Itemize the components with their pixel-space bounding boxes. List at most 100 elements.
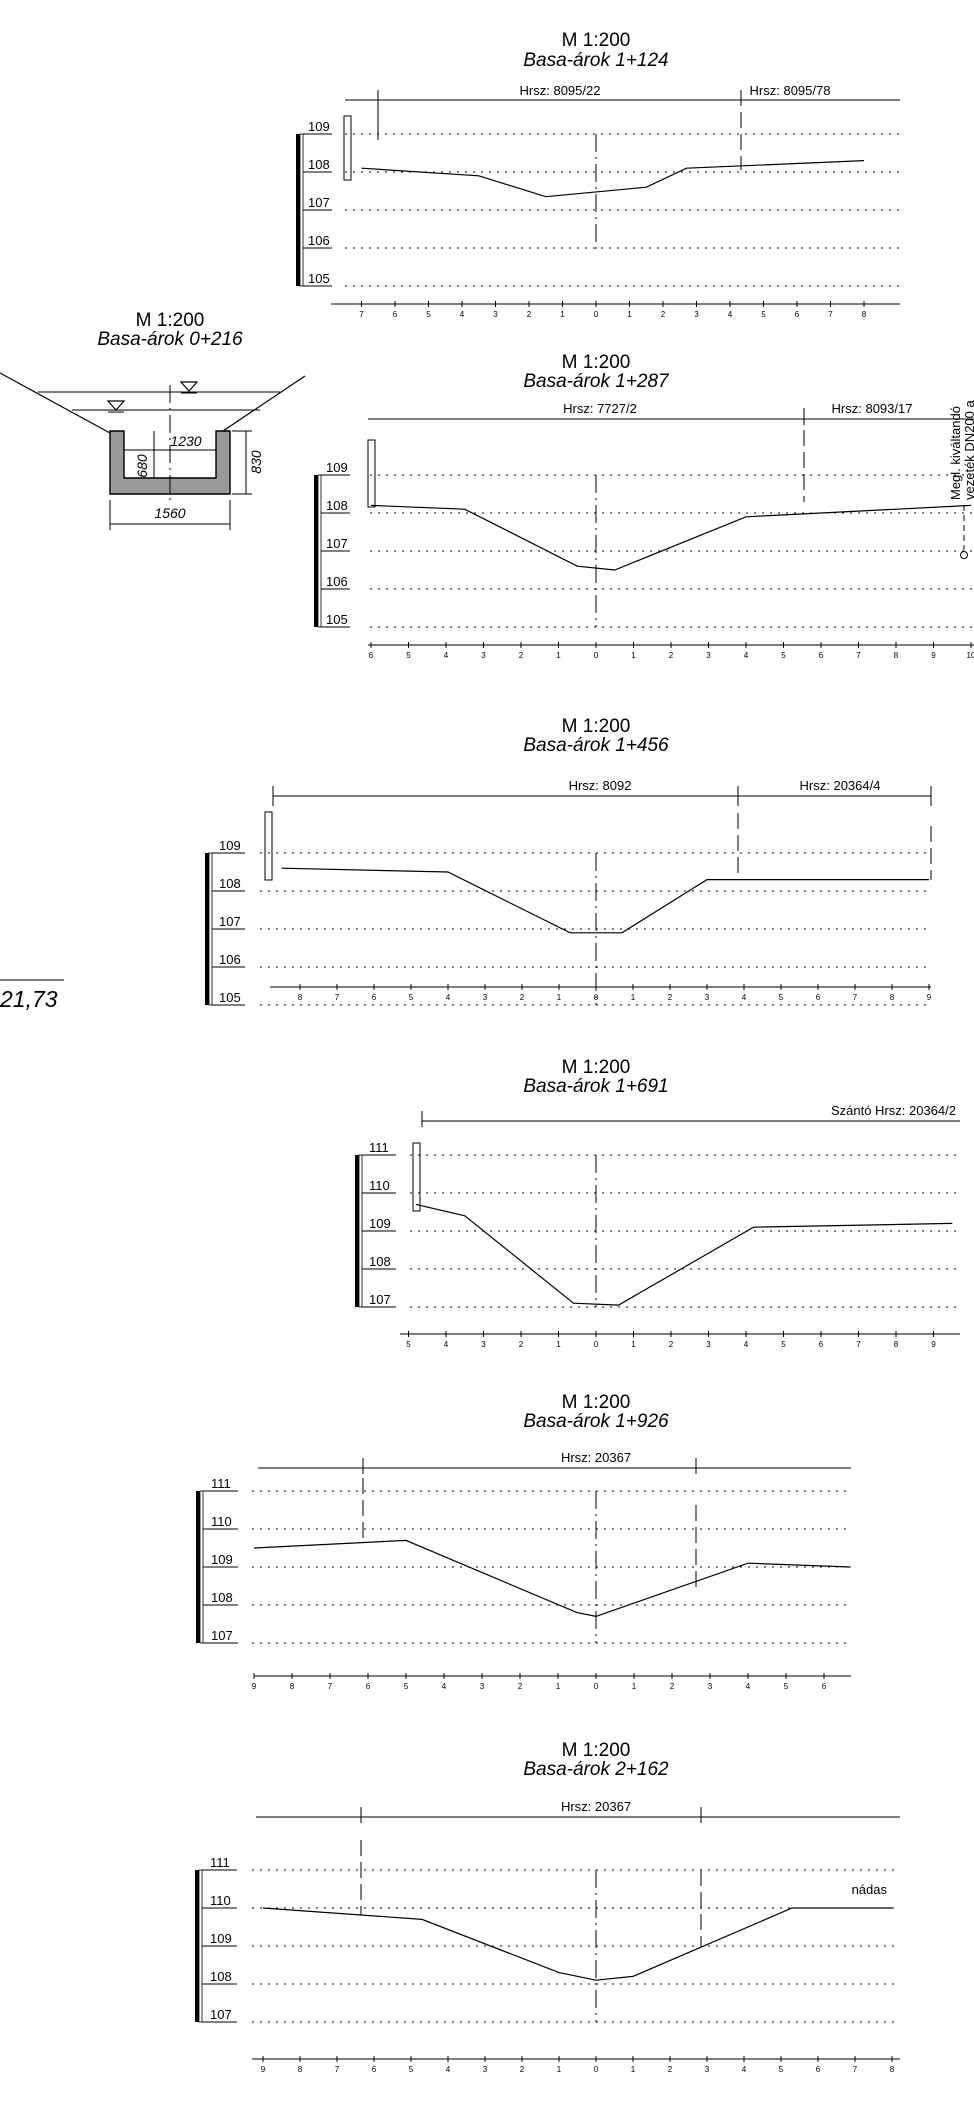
cross-section-scale: M 1:200 <box>136 310 205 331</box>
tick-label: 9 <box>931 1340 936 1349</box>
left-slope-line <box>0 372 111 434</box>
tick-label: 1 <box>556 1340 561 1349</box>
section-6-elev-111: 111 <box>202 1855 900 1871</box>
tick-label: 1 <box>631 2065 636 2074</box>
tick-label: 8 <box>298 2065 303 2074</box>
tick-label: 2 <box>670 1682 675 1691</box>
tick-label: 4 <box>742 2065 747 2074</box>
section-2-elev-label: 107 <box>326 536 348 551</box>
tick-label: 1 <box>557 2065 562 2074</box>
section-3-terrain-profile <box>281 867 929 934</box>
tick-label: 3 <box>705 993 710 1002</box>
section-3-elev-106: 106 <box>212 952 931 968</box>
section-3-elev-label: 107 <box>219 914 241 929</box>
tick-label: 5 <box>406 1340 411 1349</box>
tick-label: 2 <box>668 993 673 1002</box>
section-1-elev-label: 108 <box>308 157 330 172</box>
section-1-elevation-bar <box>296 134 300 286</box>
tick-label: 2 <box>520 2065 525 2074</box>
tick-label: 8 <box>890 993 895 1002</box>
tick-label: 3 <box>694 310 699 319</box>
section-4-elev-107: 107 <box>362 1292 956 1308</box>
tick-label: 4 <box>744 651 749 660</box>
tick-label: 0 <box>594 2065 599 2074</box>
water-level-marker-icon <box>179 381 199 392</box>
tick-label: 5 <box>761 310 766 319</box>
section-1-title: Basa-árok 1+124 <box>523 50 668 71</box>
section-5-elev-109: 109 <box>203 1552 851 1568</box>
concrete-channel-profile <box>109 430 231 495</box>
tick-label: 7 <box>856 1340 861 1349</box>
section-6: M 1:200 Basa-árok 2+162 Hrsz: 20367 111 … <box>195 1740 900 2074</box>
cross-section-title: Basa-árok 0+216 <box>97 329 243 350</box>
tick-label: 4 <box>444 1340 449 1349</box>
section-6-elev-label: 110 <box>210 1893 231 1908</box>
section-3-elev-105: 1 0 5 <box>212 990 931 1006</box>
tick-label: 8 <box>862 310 867 319</box>
tick-label: 2 <box>661 310 666 319</box>
side-note: Megl. kiváltandó vezeték DN200 a <box>948 400 974 559</box>
tick-label: 4 <box>742 993 747 1002</box>
section-6-elevation-bar-frame <box>198 1869 203 2023</box>
section-1-owner-2: Hrsz: 8095/78 <box>750 83 831 98</box>
tick-label: 5 <box>409 993 414 1002</box>
tick-label: 1 <box>557 993 562 1002</box>
section-2-elev-label: 108 <box>326 498 348 513</box>
tick-label: 6 <box>372 2065 377 2074</box>
tick-label: 5 <box>779 2065 784 2074</box>
section-3-elevation-bar-frame <box>208 852 213 1006</box>
section-6-elev-label: 109 <box>210 1931 232 1946</box>
tick-label: 4 <box>444 651 449 660</box>
tick-label: 6 <box>819 651 824 660</box>
tick-label: 6 <box>366 1682 371 1691</box>
section-4-scale: M 1:200 <box>562 1057 631 1078</box>
outer-width-value: 1560 <box>154 505 185 521</box>
tick-label: 4 <box>460 310 465 319</box>
section-5-elev-111: 111 <box>203 1476 851 1492</box>
water-level-marker-icon <box>106 400 126 411</box>
tick-label: 3 <box>481 1340 486 1349</box>
section-2-tick-marks: 6 5 4 3 2 1 0 1 2 3 4 5 6 7 8 9 10 <box>369 642 974 660</box>
section-1-terrain-profile <box>361 160 865 198</box>
tick-label: 4 <box>442 1682 447 1691</box>
tick-label: 2 <box>669 1340 674 1349</box>
side-note-text: Megl. kiváltandó <box>948 406 963 500</box>
section-3-elev-label: 105 <box>219 990 241 1005</box>
section-2-elev-label: 106 <box>326 574 348 589</box>
tick-label: 5 <box>784 1682 789 1691</box>
section-4-elev-label: 111 <box>369 1140 389 1155</box>
tick-label: 0 <box>594 1682 599 1691</box>
section-1-elev-109: 109 <box>303 119 900 135</box>
section-6-tick-marks: 9 8 7 6 5 4 3 2 1 0 1 2 3 4 5 6 7 8 <box>261 2056 895 2074</box>
section-2-elev-109: 109 <box>321 460 974 476</box>
section-4-elev-label: 109 <box>369 1216 391 1231</box>
section-1-elev-label: 106 <box>308 233 330 248</box>
section-6-title: Basa-árok 2+162 <box>523 1759 669 1780</box>
section-2: M 1:200 Basa-árok 1+287 Hrsz: 7727/2 Hrs… <box>314 352 974 660</box>
section-3-elev-label: 106 <box>219 952 241 967</box>
section-3-elev-109: 109 <box>212 838 931 854</box>
tick-label: 7 <box>853 993 858 1002</box>
tick-label: 4 <box>446 2065 451 2074</box>
tick-label: 3 <box>706 1340 711 1349</box>
section-5-elev-110: 110 <box>203 1514 851 1530</box>
tick-label: 5 <box>409 2065 414 2074</box>
tick-label: 4 <box>746 1682 751 1691</box>
tick-label: 1 <box>556 1682 561 1691</box>
pipe-marker-icon <box>960 551 968 559</box>
tick-label: 6 <box>816 993 821 1002</box>
tick-label: 7 <box>359 310 364 319</box>
section-6-elev-107: 107 <box>202 2007 900 2023</box>
tick-label: 7 <box>853 2065 858 2074</box>
section-6-elev-label: 108 <box>210 1969 232 1984</box>
tick-label: 4 <box>744 1340 749 1349</box>
tick-label: 7 <box>856 651 861 660</box>
tick-label: 5 <box>406 651 411 660</box>
tick-label: 9 <box>252 1682 257 1691</box>
tick-label: 3 <box>480 1682 485 1691</box>
section-4-elev-111: 111 <box>362 1140 956 1156</box>
section-5-elev-107: 107 <box>203 1628 851 1644</box>
section-4-elevation-bar-frame <box>358 1154 363 1308</box>
tick-label: 0 <box>594 310 599 319</box>
